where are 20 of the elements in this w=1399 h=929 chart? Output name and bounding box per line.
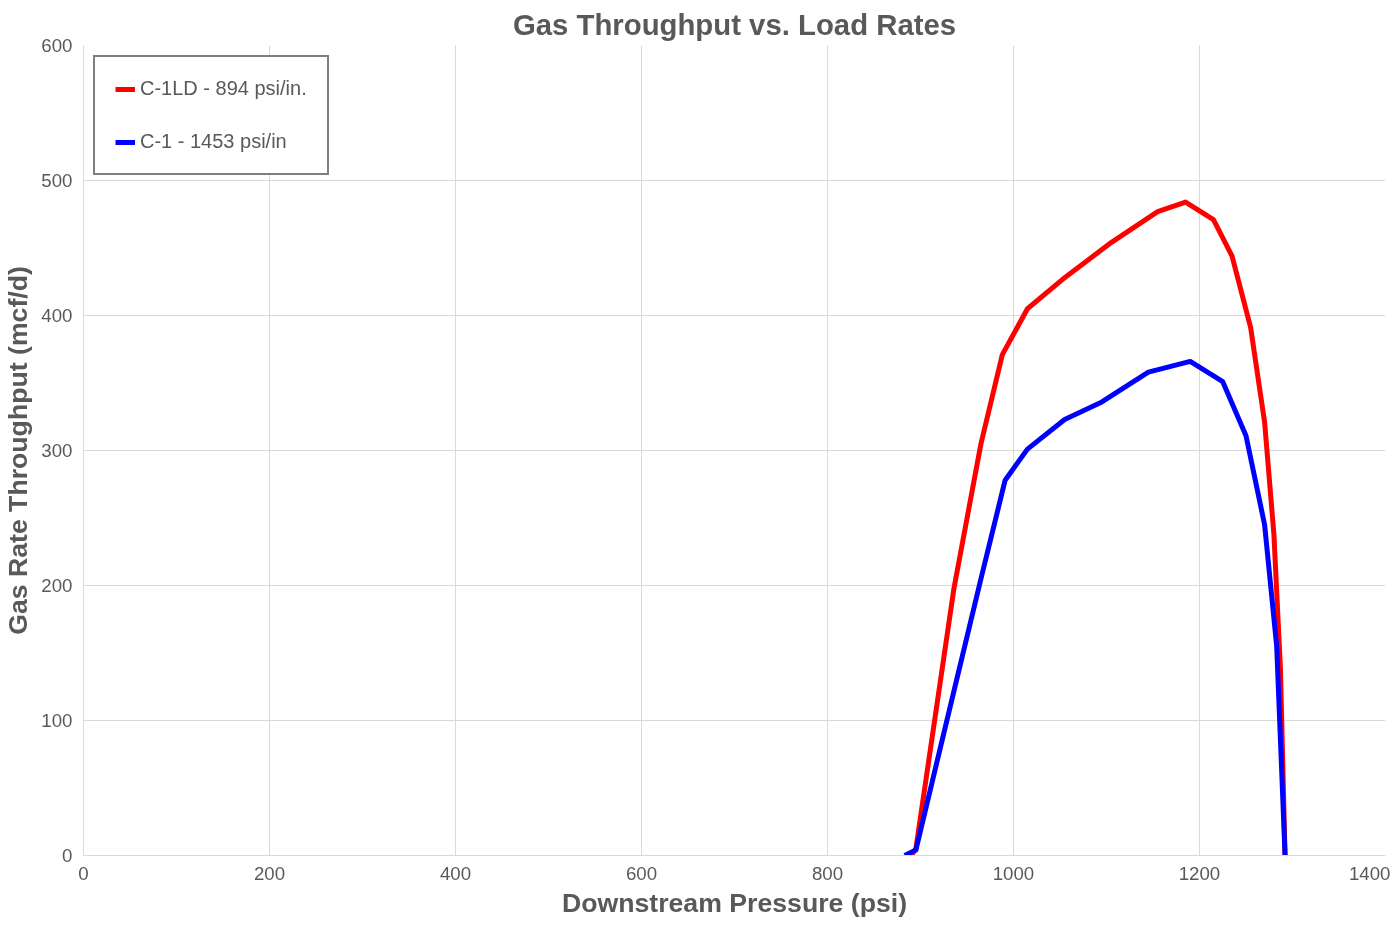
x-tick-label: 0 (78, 862, 89, 884)
x-tick-label: 200 (253, 862, 286, 884)
y-tick-label: 500 (41, 170, 73, 191)
x-tick-label: 1400 (1349, 862, 1391, 884)
y-tick-label: 100 (41, 710, 73, 731)
y-tick-label: 200 (41, 575, 73, 596)
x-axis-title: Downstream Pressure (psi) (561, 887, 908, 918)
x-tick-label: 1000 (992, 862, 1035, 884)
y-tick-label: 300 (41, 440, 73, 461)
x-tick-label: 600 (625, 862, 658, 884)
legend-label: C-1LD - 894 psi/in. (140, 77, 307, 100)
y-tick-label: 400 (41, 305, 73, 326)
y-axis-title: Gas Rate Throughput (mcf/d) (3, 266, 34, 635)
chart-title: Gas Throughput vs. Load Rates (512, 7, 957, 41)
x-tick-label: 400 (439, 862, 472, 884)
legend-label: C-1 - 1453 psi/in (140, 130, 287, 153)
y-tick-label: 600 (41, 35, 73, 56)
x-tick-label: 1200 (1178, 862, 1221, 884)
x-tick-label: 800 (811, 862, 844, 884)
y-tick-label: 0 (62, 845, 73, 866)
